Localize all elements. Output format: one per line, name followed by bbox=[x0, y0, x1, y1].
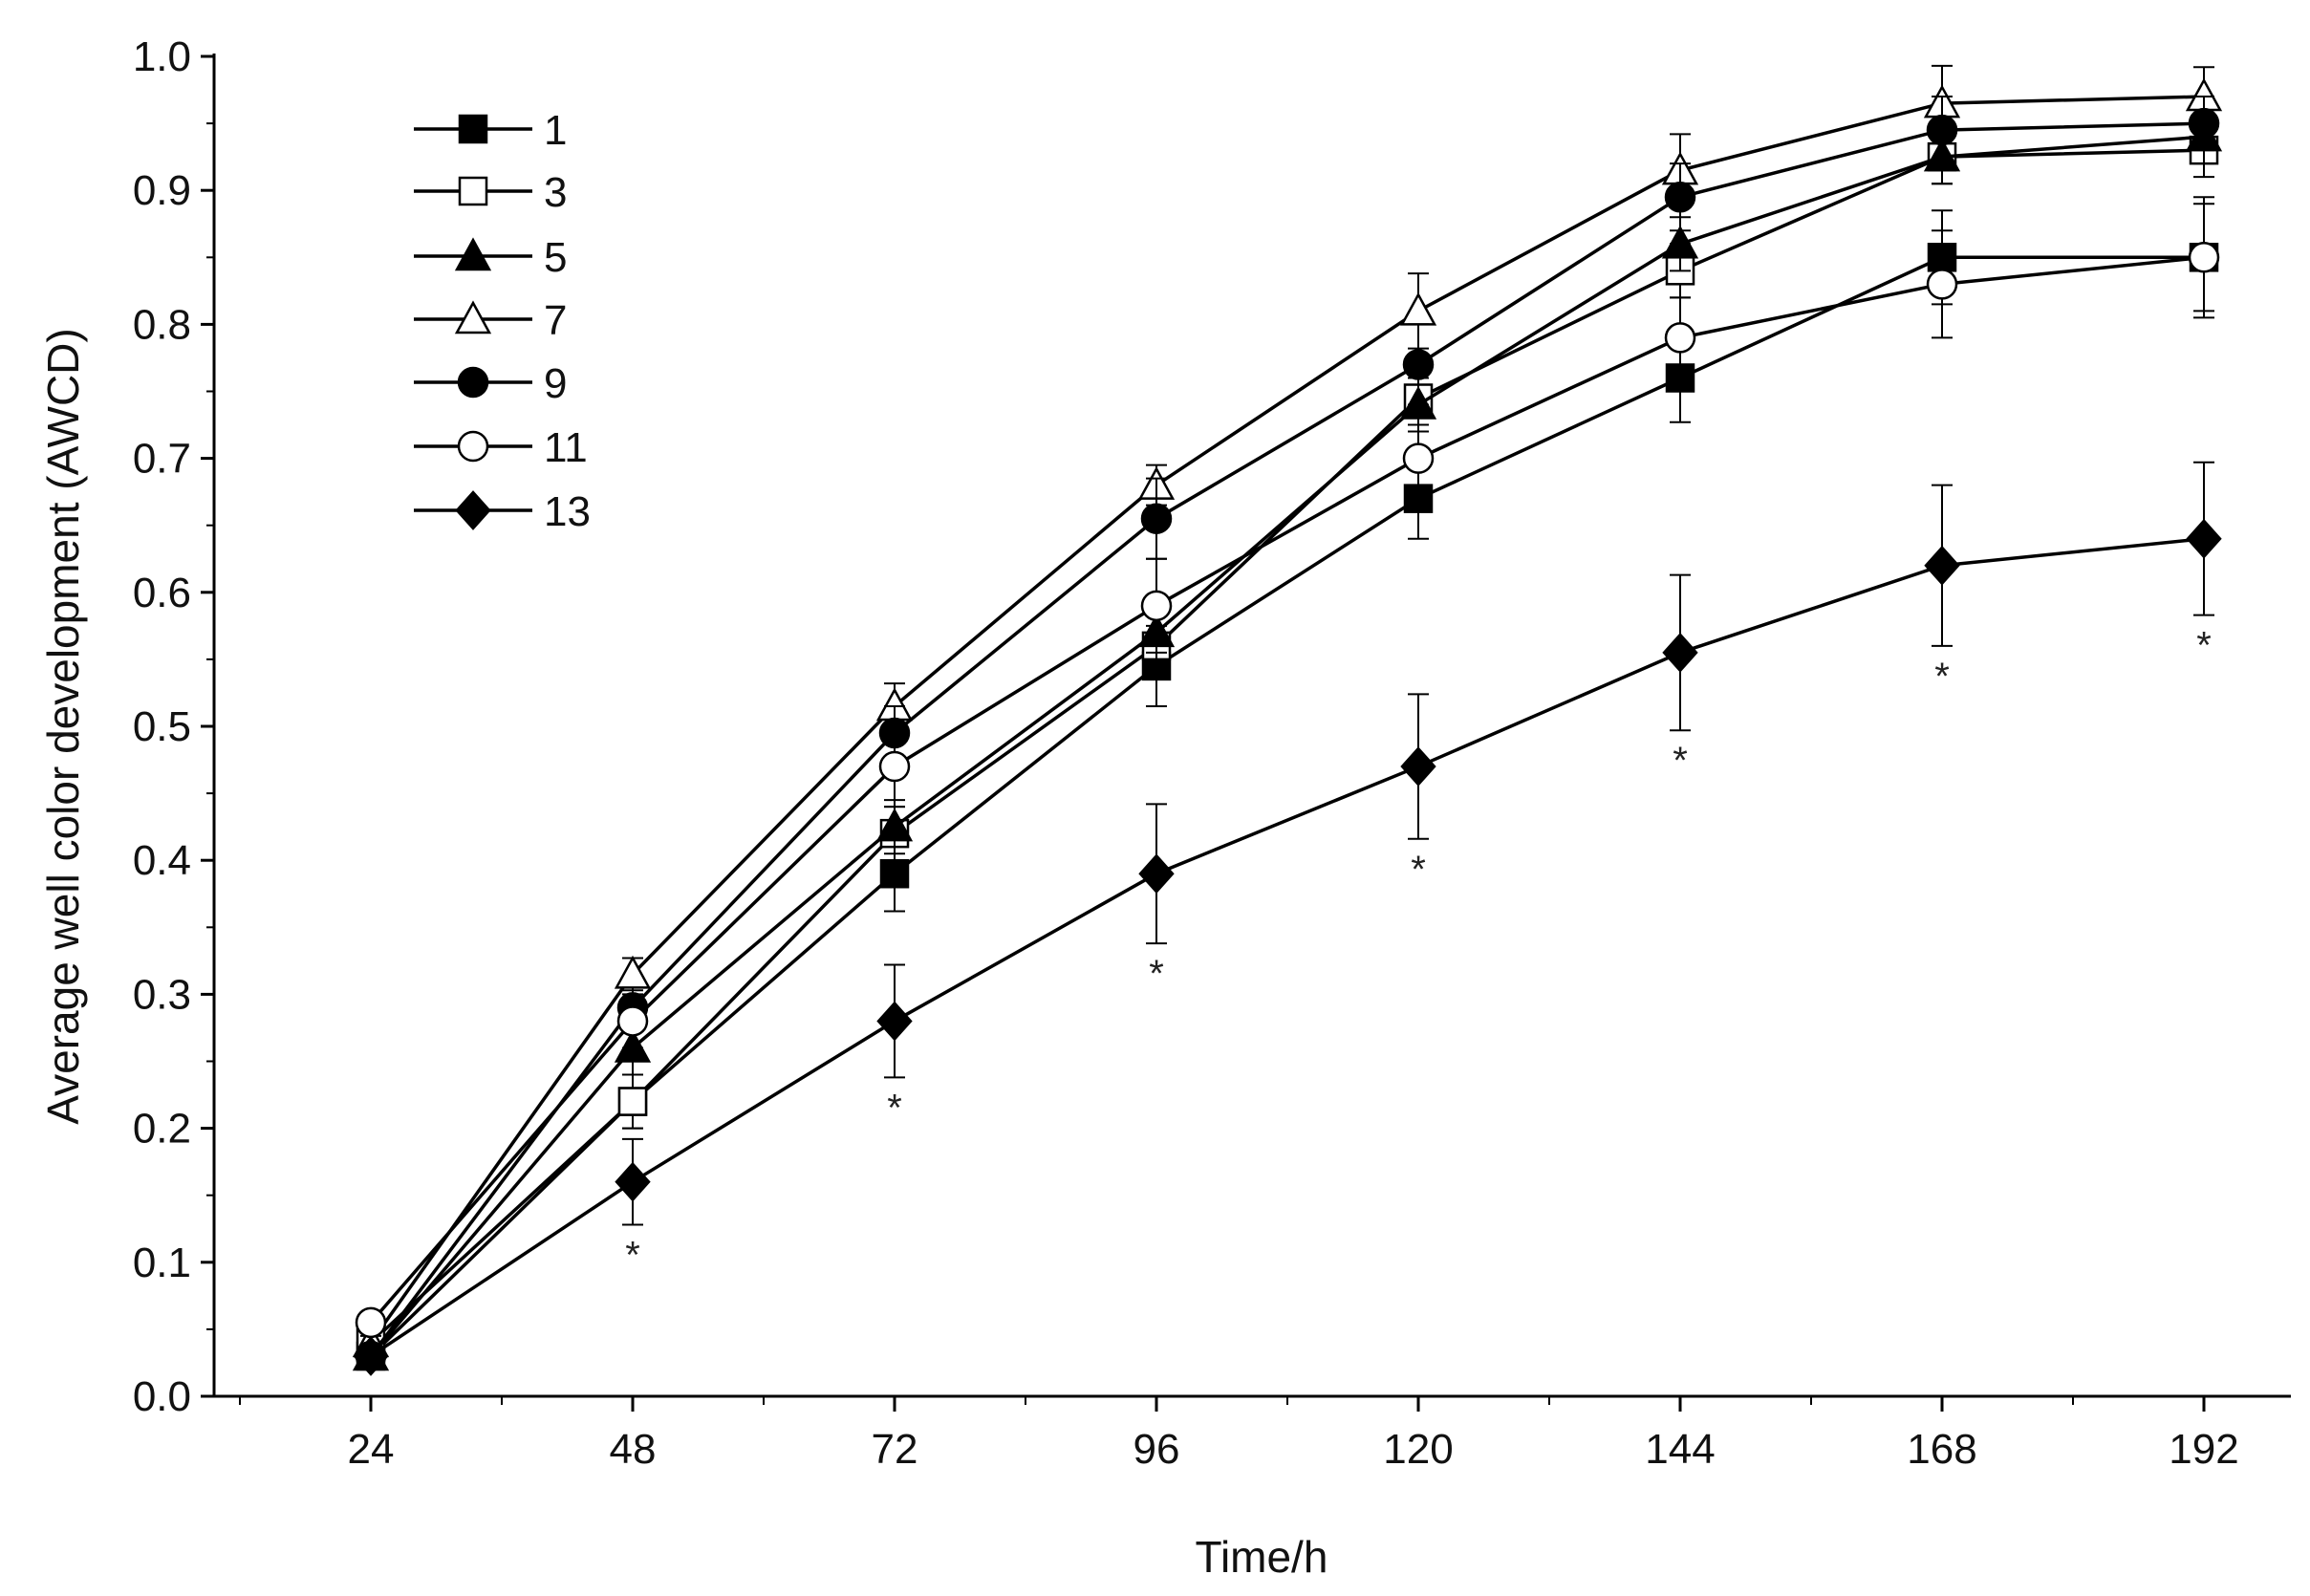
y-tick-label: 0.3 bbox=[133, 971, 191, 1018]
x-axis-title: Time/h bbox=[1196, 1532, 1328, 1582]
y-tick-label: 0.8 bbox=[133, 301, 191, 348]
data-point bbox=[1400, 746, 1436, 787]
legend-label: 7 bbox=[544, 297, 567, 344]
data-point bbox=[1138, 853, 1175, 895]
data-point bbox=[1664, 322, 1696, 354]
series-line-3 bbox=[369, 148, 2205, 1345]
x-tick-label: 192 bbox=[2169, 1426, 2238, 1473]
data-point bbox=[355, 1306, 387, 1339]
series-line-9 bbox=[369, 121, 2205, 1357]
series-13 bbox=[353, 461, 2222, 1376]
legend-marker bbox=[458, 176, 488, 206]
significance-asterisk: * bbox=[1934, 656, 1950, 698]
legend-label: 3 bbox=[544, 169, 567, 216]
y-tick-label: 0.9 bbox=[133, 167, 191, 214]
x-tick-label: 72 bbox=[872, 1426, 918, 1473]
significance-asterisk: * bbox=[887, 1087, 902, 1129]
legend-item-3: 3 bbox=[414, 169, 567, 216]
series-11 bbox=[355, 196, 2220, 1339]
data-point bbox=[1402, 442, 1435, 474]
series-group: * * * * * * * bbox=[352, 64, 2223, 1376]
legend-marker bbox=[457, 366, 489, 399]
series-line-1 bbox=[369, 255, 2204, 1358]
significance-asterisk: * bbox=[1149, 953, 1164, 995]
data-point bbox=[617, 1087, 648, 1116]
significance-asterisk: * bbox=[1673, 740, 1688, 782]
y-tick-label: 0.5 bbox=[133, 703, 191, 750]
y-tick-label: 0.4 bbox=[133, 837, 191, 884]
data-point bbox=[353, 1336, 389, 1376]
data-point bbox=[615, 1161, 651, 1202]
y-tick-label: 0.6 bbox=[133, 570, 191, 616]
data-point bbox=[1926, 114, 1958, 146]
data-point bbox=[1402, 349, 1435, 380]
data-point bbox=[1399, 291, 1437, 326]
legend-marker bbox=[454, 237, 492, 271]
legend-label: 9 bbox=[544, 360, 567, 407]
data-point bbox=[2188, 107, 2220, 140]
significance-asterisk: * bbox=[2196, 625, 2212, 667]
data-point bbox=[1140, 590, 1173, 622]
y-tick-label: 0.1 bbox=[133, 1240, 191, 1286]
legend-marker bbox=[455, 490, 491, 530]
x-tick-label: 144 bbox=[1645, 1426, 1715, 1473]
series-line-5 bbox=[369, 135, 2205, 1358]
data-point bbox=[878, 750, 911, 783]
data-point bbox=[1926, 269, 1958, 300]
significance-asterisk: * bbox=[625, 1235, 640, 1277]
x-tick-label: 120 bbox=[1383, 1426, 1453, 1473]
series-line-13 bbox=[370, 536, 2205, 1358]
data-point bbox=[2186, 518, 2222, 559]
y-tick-label: 1.0 bbox=[133, 33, 191, 80]
legend-marker bbox=[458, 114, 488, 144]
data-point bbox=[2188, 242, 2220, 273]
y-tick-label: 0.7 bbox=[133, 436, 191, 483]
data-point bbox=[879, 858, 910, 889]
data-point bbox=[1140, 503, 1173, 534]
legend-marker bbox=[457, 430, 489, 463]
y-axis-title: Average well color development (AWCD) bbox=[38, 328, 88, 1124]
significance-asterisk: * bbox=[1411, 849, 1426, 891]
data-point bbox=[876, 1001, 913, 1042]
data-point bbox=[616, 1005, 649, 1037]
series-line-11 bbox=[369, 255, 2205, 1325]
legend-label: 5 bbox=[544, 234, 567, 281]
axes: 0.0 0.1 0.2 0.3 0.4 0.5 0.6 0.7 0.8 0.9 1.0 24 48 72 9… bbox=[133, 33, 2291, 1473]
data-point bbox=[1924, 545, 1960, 586]
series-line-7 bbox=[369, 95, 2205, 1344]
legend-label: 13 bbox=[544, 488, 591, 535]
legend-item-5: 5 bbox=[414, 234, 567, 281]
data-point bbox=[1662, 633, 1698, 673]
x-tick-label: 48 bbox=[610, 1426, 657, 1473]
legend-item-11: 11 bbox=[414, 424, 588, 471]
x-tick-label: 96 bbox=[1133, 1426, 1180, 1473]
legend-marker bbox=[454, 300, 492, 334]
y-tick-label: 0.2 bbox=[133, 1106, 191, 1153]
data-point bbox=[1664, 181, 1696, 213]
legend-item-7: 7 bbox=[414, 297, 567, 344]
legend-item-9: 9 bbox=[414, 360, 567, 407]
data-point bbox=[1661, 225, 1699, 259]
data-point bbox=[875, 808, 914, 842]
legend-label: 11 bbox=[544, 424, 588, 471]
legend-label: 1 bbox=[544, 107, 567, 154]
legend-item-1: 1 bbox=[414, 107, 567, 154]
legend-item-13: 13 bbox=[414, 488, 591, 535]
y-tick-label: 0.0 bbox=[133, 1373, 191, 1420]
x-tick-label: 24 bbox=[348, 1426, 395, 1473]
x-tick-label: 168 bbox=[1907, 1426, 1976, 1473]
